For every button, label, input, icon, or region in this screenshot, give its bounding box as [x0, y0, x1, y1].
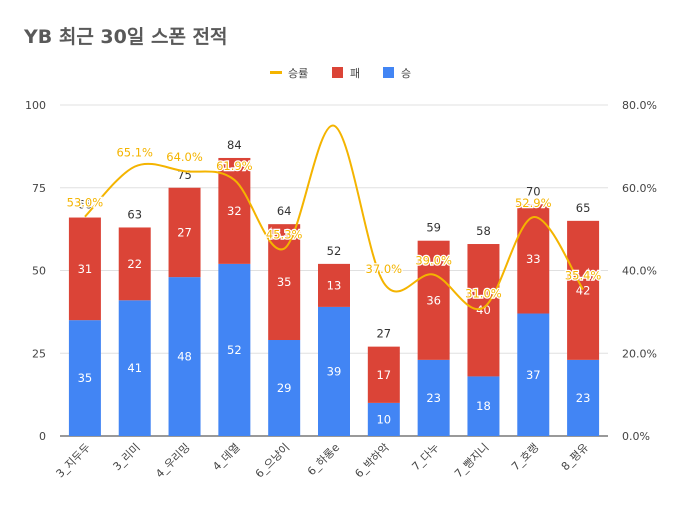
bar-win: [268, 340, 301, 436]
bar-loss-label: 27: [177, 225, 192, 239]
y-right-tick-label: 0.0%: [622, 430, 650, 443]
x-tick-label: 8_평유: [559, 441, 591, 473]
bar-total-label: 65: [576, 201, 591, 215]
y-right-tick-label: 20.0%: [622, 347, 657, 360]
bar-loss: [367, 346, 400, 403]
legend-label: 승: [401, 67, 411, 80]
bar-win-label: 23: [426, 391, 441, 405]
bar-win-label: 10: [376, 412, 391, 426]
bar-total-label: 58: [476, 224, 491, 238]
bar-win-label: 35: [78, 371, 93, 385]
bar-loss-label: 31: [78, 262, 93, 276]
bar-loss-label: 22: [127, 257, 142, 271]
win-rate-label: 52.9%: [515, 196, 552, 210]
bar-loss-label: 33: [526, 252, 541, 266]
bar-loss: [467, 244, 500, 377]
legend-label: 승률: [288, 67, 308, 80]
bar-loss-label: 13: [327, 278, 342, 292]
bar-win-label: 52: [227, 343, 242, 357]
bar-win: [517, 313, 550, 436]
bar-win-label: 39: [327, 364, 342, 378]
x-tick-label: 4_우리밍: [153, 441, 192, 480]
x-tick-label: 6_박하악: [352, 440, 392, 480]
bar-loss: [268, 224, 301, 341]
y-left-tick-label: 75: [32, 182, 46, 195]
x-tick-label: 4_데열: [210, 441, 242, 473]
legend-line-swatch: [270, 71, 282, 74]
bar-win: [118, 300, 151, 436]
x-tick-label: 7_호랭: [509, 441, 541, 473]
bar-win: [168, 277, 201, 436]
bar-loss: [218, 157, 251, 264]
bar-total-label: 66: [78, 198, 93, 212]
bar-loss: [417, 240, 450, 360]
win-rate-line: [84, 124, 584, 311]
bar-loss: [118, 227, 151, 301]
bar-win-label: 23: [576, 391, 591, 405]
y-left-tick-label: 50: [32, 265, 46, 278]
bar-loss: [68, 217, 101, 321]
x-tick-label: 7_다누: [409, 441, 441, 473]
x-tick-label: 3_리미: [110, 441, 142, 473]
bar-win: [218, 263, 251, 436]
y-left-tick-label: 0: [39, 430, 46, 443]
y-left-tick-label: 100: [25, 99, 46, 112]
bar-total-label: 84: [227, 138, 242, 152]
y-right-tick-label: 40.0%: [622, 265, 657, 278]
bar-win-label: 18: [476, 399, 491, 413]
win-rate-label: 37.0%: [366, 262, 403, 276]
bar-loss-label: 17: [376, 368, 391, 382]
legend-bar-swatch: [332, 67, 343, 78]
bar-total-label: 52: [327, 244, 342, 258]
bar-win: [567, 359, 600, 436]
bar-total-label: 70: [526, 184, 541, 198]
y-right-tick-label: 60.0%: [622, 182, 657, 195]
chart-title: YB 최근 30일 스폰 전적: [24, 26, 228, 48]
bar-loss-label: 42: [576, 283, 591, 297]
legend-label: 패: [350, 67, 360, 80]
win-rate-label: 45.3%: [266, 228, 303, 242]
win-rate-label: 61.9%: [216, 159, 253, 173]
bar-loss: [567, 220, 600, 360]
x-tick-label: 6_하롱e: [304, 440, 342, 478]
y-right-tick-label: 80.0%: [622, 99, 657, 112]
bar-loss-label: 40: [476, 303, 491, 317]
x-tick-label: 6_으냥이: [253, 441, 292, 480]
bar-win-label: 41: [127, 361, 142, 375]
x-tick-label: 7_빵지니: [452, 441, 491, 480]
bar-win: [367, 402, 400, 436]
bar-loss: [168, 187, 201, 278]
bar-loss-label: 32: [227, 204, 242, 218]
bar-total-label: 59: [426, 221, 441, 235]
bar-win: [68, 320, 101, 436]
bar-win: [467, 376, 500, 436]
win-rate-label: 31.0%: [465, 287, 502, 301]
bar-win-label: 29: [277, 381, 292, 395]
x-tick-label: 3_지두두: [54, 441, 93, 480]
win-rate-label: 39.0%: [415, 254, 452, 268]
win-rate-label: 65.1%: [116, 146, 153, 160]
bar-total-label: 63: [127, 207, 142, 221]
bar-loss-label: 35: [277, 275, 292, 289]
bar-total-label: 27: [376, 327, 391, 341]
bar-win-label: 48: [177, 350, 192, 364]
win-rate-label: 53.0%: [67, 196, 104, 210]
bar-win: [318, 306, 350, 436]
y-left-tick-label: 25: [32, 347, 46, 360]
bar-loss-label: 36: [426, 293, 441, 307]
win-rate-label: 64.0%: [166, 150, 203, 164]
bar-win-label: 37: [526, 368, 541, 382]
legend-bar-swatch: [383, 67, 394, 78]
bar-win: [417, 359, 450, 436]
bar-total-label: 64: [277, 204, 292, 218]
bar-loss: [318, 263, 350, 307]
win-rate-label: 35.4%: [565, 269, 602, 283]
